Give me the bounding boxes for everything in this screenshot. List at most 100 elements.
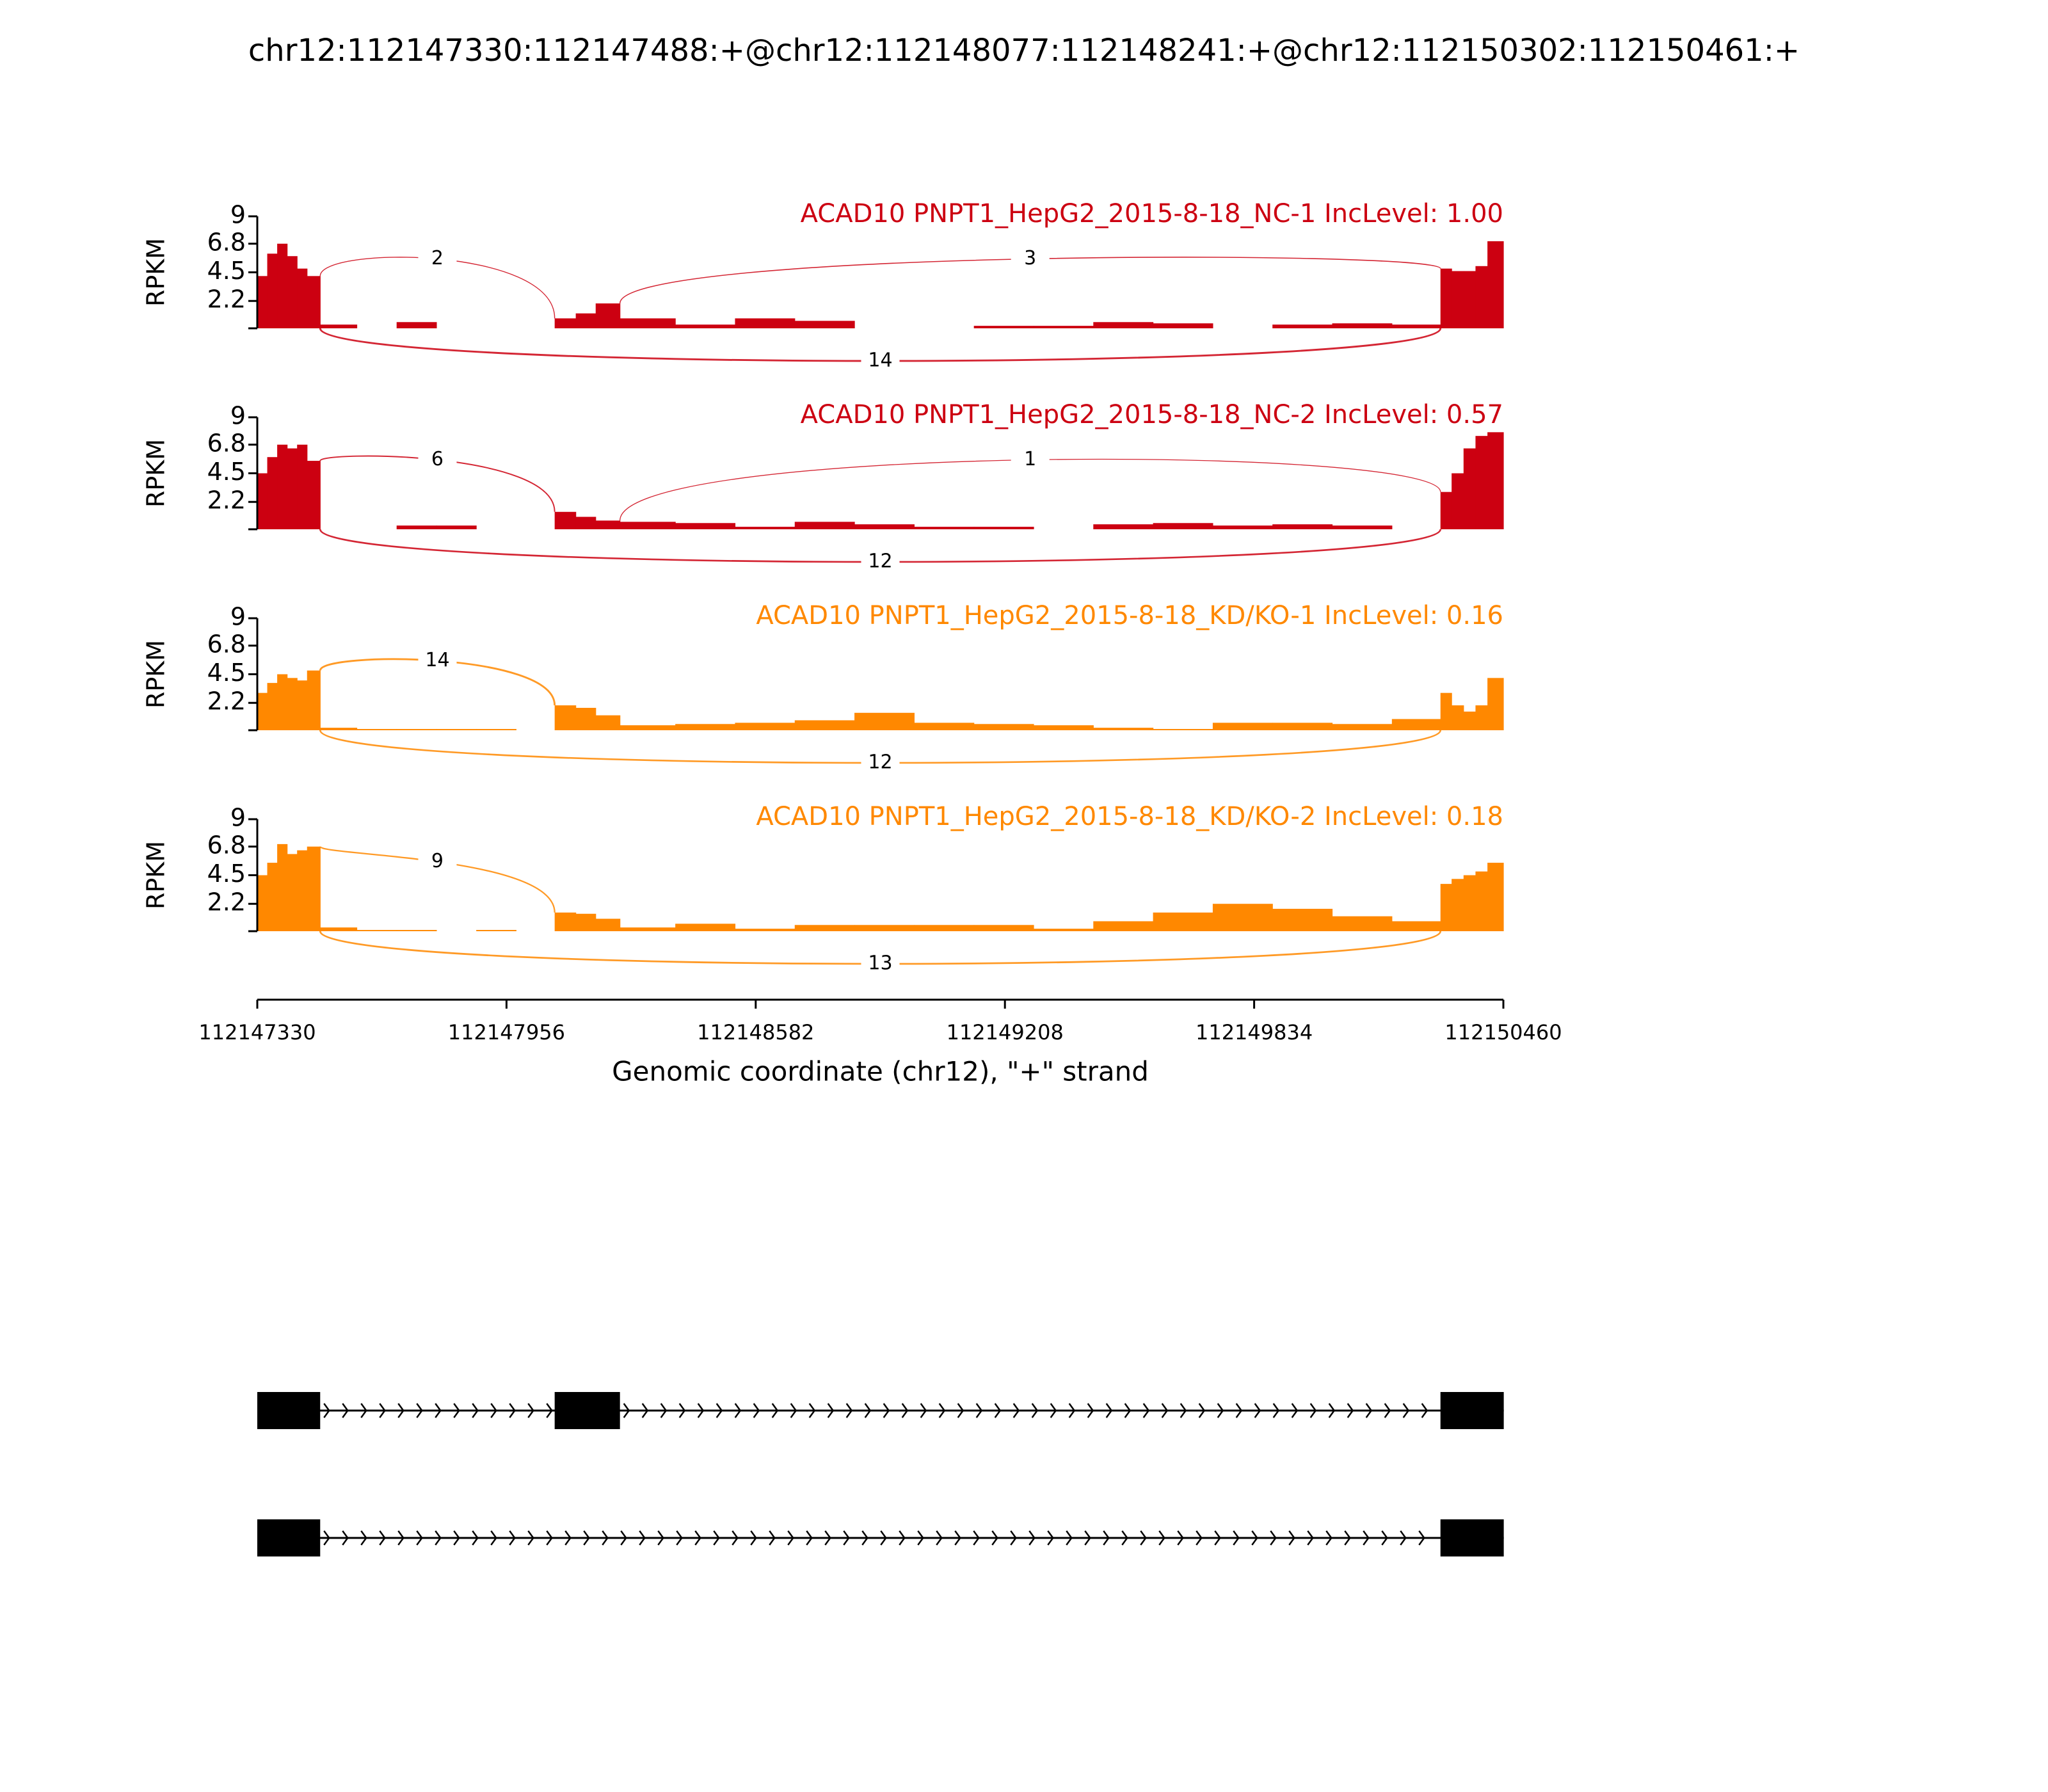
- coverage-bar: [554, 511, 577, 529]
- coverage-bar: [277, 844, 288, 931]
- strand-arrow: [787, 1530, 794, 1546]
- coverage-bar: [257, 875, 268, 931]
- coverage-bar: [1212, 904, 1273, 931]
- coverage-bar: [1391, 921, 1441, 931]
- y-tick-label: 9: [230, 402, 246, 430]
- x-tick-label: 112149208: [947, 1020, 1064, 1044]
- strand-arrow: [1365, 1403, 1373, 1418]
- strand-arrow: [808, 1403, 816, 1418]
- coverage-bar: [675, 724, 736, 730]
- coverage-bar: [257, 692, 268, 730]
- coverage-bar: [1093, 921, 1154, 931]
- strand-arrow: [1047, 1530, 1054, 1546]
- junction-label-bg: [418, 246, 457, 272]
- junction-label-bg: [418, 648, 457, 674]
- strand-arrow: [342, 1530, 349, 1546]
- coverage-bar: [575, 313, 596, 328]
- coverage-bar: [277, 444, 288, 529]
- coverage-bar: [554, 912, 577, 931]
- coverage-bar: [1452, 705, 1464, 730]
- strand-arrow: [806, 1530, 813, 1546]
- strand-arrow: [453, 1403, 460, 1418]
- coverage-bar: [1272, 524, 1333, 529]
- strand-arrow: [1288, 1530, 1295, 1546]
- strand-arrow: [1347, 1403, 1354, 1418]
- strand-arrow: [546, 1530, 553, 1546]
- coverage-bar: [320, 324, 358, 328]
- coverage-bar: [620, 927, 676, 931]
- coverage-bar: [476, 729, 516, 730]
- coverage-bar: [575, 516, 596, 529]
- coverage-bar: [1033, 725, 1094, 730]
- coverage-bar: [1093, 728, 1154, 730]
- y-tick-label: 6.8: [207, 228, 246, 256]
- y-tick-label: 9: [230, 603, 246, 631]
- coverage-bar: [973, 326, 1034, 328]
- coverage-bar: [287, 854, 298, 931]
- strand-arrow: [657, 1530, 664, 1546]
- strand-arrow: [1344, 1530, 1351, 1546]
- junction-label: 3: [1024, 247, 1036, 269]
- strand-arrow: [1068, 1403, 1076, 1418]
- strand-arrow: [954, 1530, 961, 1546]
- coverage-bar: [267, 457, 278, 529]
- strand-arrow: [416, 1403, 423, 1418]
- strand-arrow: [973, 1530, 980, 1546]
- coverage-bar: [554, 318, 577, 328]
- coverage-bar: [297, 850, 308, 931]
- coverage-bar: [595, 715, 621, 730]
- coverage-bar: [277, 243, 288, 328]
- x-tick-label: 112148582: [697, 1020, 814, 1044]
- coverage-bar: [297, 680, 308, 730]
- y-tick-label: 4.5: [207, 659, 246, 687]
- strand-arrow: [1121, 1530, 1128, 1546]
- coverage-bar: [1463, 711, 1476, 730]
- coverage-bar: [1033, 326, 1094, 328]
- strand-arrow: [901, 1403, 909, 1418]
- strand-arrow: [734, 1403, 742, 1418]
- strand-arrow: [342, 1403, 349, 1418]
- exon: [257, 1392, 321, 1429]
- track-title: ACAD10 PNPT1_HepG2_2015-8-18_NC-2 IncLev…: [801, 400, 1503, 429]
- strand-arrow: [678, 1403, 686, 1418]
- strand-arrow: [936, 1530, 943, 1546]
- strand-arrow: [676, 1530, 683, 1546]
- strand-arrow: [379, 1403, 386, 1418]
- coverage-bar: [1153, 729, 1213, 730]
- coverage-bar: [396, 525, 437, 529]
- strand-arrow: [416, 1530, 423, 1546]
- junction-label-bg: [861, 750, 900, 776]
- strand-arrow: [490, 1530, 497, 1546]
- strand-arrow: [1418, 1530, 1425, 1546]
- coverage-bar: [675, 924, 736, 931]
- chart-title: chr12:112147330:112147488:+@chr12:112148…: [248, 33, 1800, 68]
- coverage-bar: [1391, 324, 1441, 328]
- strand-arrow: [1400, 1530, 1407, 1546]
- coverage-bar: [307, 276, 321, 328]
- coverage-bar: [1452, 271, 1464, 328]
- strand-arrow: [697, 1403, 705, 1418]
- coverage-bar: [396, 322, 437, 328]
- coverage-bar: [1093, 524, 1154, 529]
- strand-arrow: [1363, 1530, 1370, 1546]
- coverage-bar: [735, 929, 796, 931]
- coverage-bar: [1475, 705, 1488, 730]
- coverage-bar: [1487, 678, 1504, 730]
- strand-arrow: [323, 1530, 330, 1546]
- y-tick-label: 6.8: [207, 831, 246, 859]
- junction-label-bg: [861, 348, 900, 374]
- coverage-bar: [320, 728, 358, 730]
- coverage-bar: [476, 930, 516, 931]
- exon: [257, 1519, 321, 1556]
- coverage-bar: [854, 524, 915, 529]
- y-tick-label: 9: [230, 804, 246, 832]
- junction-label: 9: [431, 850, 444, 872]
- strand-arrow: [750, 1530, 757, 1546]
- strand-arrow: [1381, 1530, 1388, 1546]
- coverage-bar: [735, 527, 796, 529]
- junction-label: 12: [868, 751, 892, 774]
- coverage-bar: [1487, 863, 1504, 931]
- coverage-bar: [1272, 909, 1333, 931]
- strand-arrow: [861, 1530, 868, 1546]
- coverage-bar: [1475, 266, 1488, 328]
